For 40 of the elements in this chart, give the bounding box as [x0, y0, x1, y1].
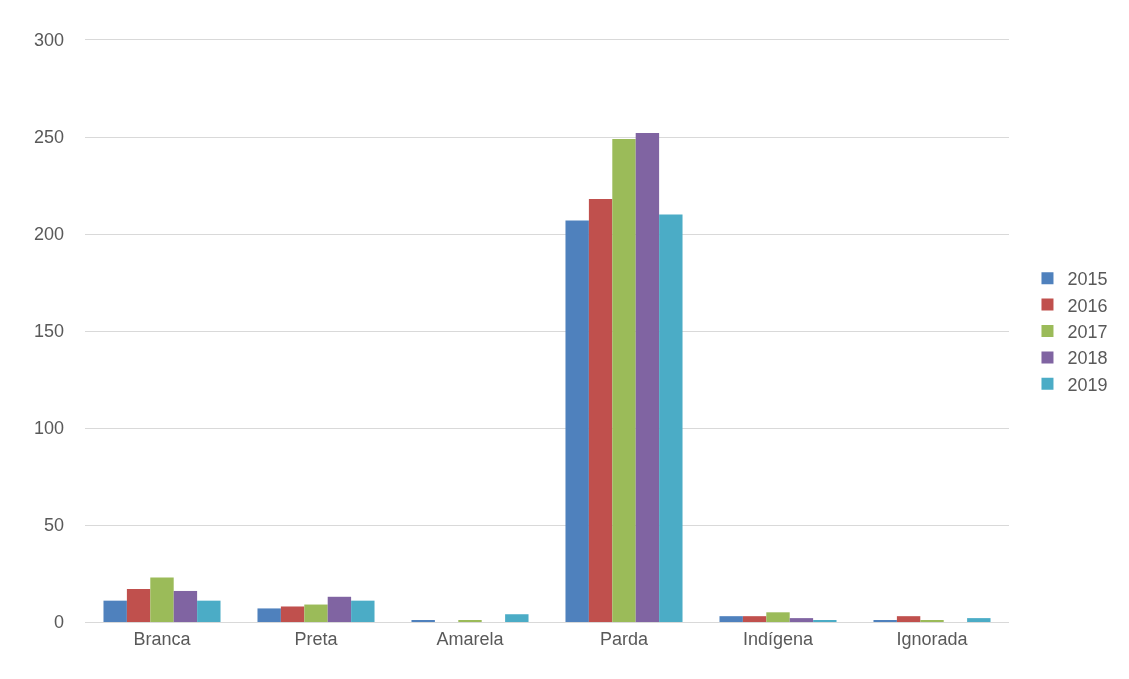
bar: [719, 616, 743, 622]
bar: [197, 600, 221, 622]
legend-label: 2019: [1067, 374, 1108, 395]
bar: [659, 214, 683, 622]
y-tick-label: 300: [33, 30, 64, 51]
bar: [327, 596, 352, 622]
bar: [896, 616, 921, 622]
x-tick-label: Branca: [133, 628, 192, 649]
legend-label: 2017: [1067, 322, 1108, 343]
y-tick-label: 50: [43, 515, 64, 536]
x-tick-label: Preta: [294, 628, 339, 649]
x-tick-label: Parda: [599, 628, 649, 649]
x-tick-label: Indígena: [742, 628, 815, 649]
bar: [103, 600, 127, 622]
bar: [126, 589, 151, 622]
bar: [351, 600, 375, 622]
y-tick-label: 250: [33, 127, 64, 148]
legend-label: 2018: [1067, 348, 1108, 369]
bar: [766, 612, 790, 622]
bar: [257, 608, 281, 622]
y-tick-label: 200: [33, 224, 64, 245]
bar: [588, 199, 613, 622]
y-tick-label: 100: [33, 418, 64, 439]
bar: [635, 133, 660, 622]
bar: [742, 616, 767, 622]
bar: [280, 606, 305, 622]
x-tick-label: Amarela: [436, 628, 505, 649]
legend-label: 2015: [1067, 269, 1108, 290]
bar: [304, 604, 328, 622]
bar: [612, 138, 636, 622]
bar: [789, 618, 814, 622]
bar: [173, 590, 198, 622]
bar: [505, 614, 529, 622]
x-tick-label: Ignorada: [896, 628, 969, 649]
y-tick-label: 150: [33, 321, 64, 342]
bar: [150, 577, 174, 622]
y-tick-label: 0: [53, 612, 64, 633]
legend-label: 2016: [1067, 295, 1108, 316]
bar: [565, 220, 589, 622]
bar: [967, 618, 991, 622]
